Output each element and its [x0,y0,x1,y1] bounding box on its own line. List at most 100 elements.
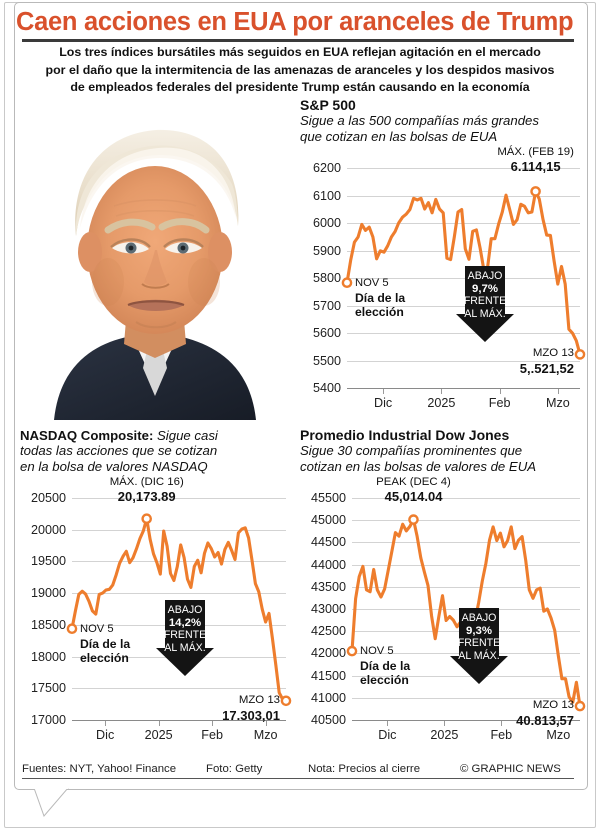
series-line-nasdaq [66,513,292,707]
y-axis-tick-label: 5700 [312,298,341,313]
y-axis-tick-label: 18500 [30,617,66,632]
y-axis-tick-label: 5400 [312,381,341,395]
y-axis-tick-label: 5500 [312,353,341,368]
x-axis-line [72,720,286,722]
gridline [347,305,580,307]
x-axis-tick-label: Mzo [253,728,278,742]
y-axis-tick-label: 45500 [310,491,346,505]
x-axis-tick [383,389,385,394]
x-axis-tick [499,389,501,394]
down-arrow-icon [156,600,214,676]
y-axis-tick-label: 19000 [30,586,66,601]
gridline [72,688,286,690]
down-arrow-callout: ABAJO 9,3% FRENTE AL MÁX. [450,608,508,684]
start-marker [341,277,353,288]
plot-area-nasdaq: 20500 20000 19500 19000 18500 18000 17500 17000… [20,476,292,750]
x-axis-tick-label: Dic [374,396,393,410]
gridline [72,529,286,531]
y-axis-tick-label: 20500 [30,491,66,505]
peak-value: 6.114,15 [510,159,561,174]
start-caption-line-1: Día de la [80,636,131,651]
x-axis-tick-label: Mzo [545,396,570,410]
gridline [347,333,580,334]
end-value: 40.813,57 [516,713,574,729]
callout-line-4: AL MÁX. [464,307,506,320]
footer-photo-credit: Foto: Getty [206,763,263,775]
end-marker [574,700,586,712]
standfirst-line-1: Los tres índices bursátiles más seguidos… [59,45,541,59]
gridline [347,168,580,169]
x-axis-line [352,720,580,722]
x-axis-tick [212,721,214,726]
down-arrow-icon [450,608,508,684]
y-axis-tick-label: 17500 [30,681,66,696]
y-axis-tick-label: 44000 [310,557,346,572]
standfirst-line-3: de empleados federales del presidente Tr… [70,80,530,94]
end-date-label: MZO 13 [532,347,574,360]
y-axis-tick-label: 6100 [312,188,341,203]
y-axis-tick-label: 41500 [310,668,346,683]
callout-pct: 9,3% [466,624,492,637]
start-date-label: NOV 5 [355,276,389,289]
start-caption-line-1: Día de la [360,659,411,674]
gridline [347,360,580,362]
gridline [352,586,580,588]
x-axis-line [347,388,580,390]
y-axis-tick-label: 5900 [312,243,341,258]
callout-line-1: ABAJO [467,270,503,282]
start-caption-line-2: elección [355,304,404,319]
y-axis-tick-label: 44500 [310,535,346,550]
plot-area-sp500: 6200 6100 6000 5900 5800 5700 5600 5500 5400 Dic 2… [300,146,586,418]
chart-subtitle-sp500-line-2: que cotizan en las bolsas de EUA [300,128,498,144]
y-axis-tick-label: 42500 [310,624,346,639]
start-caption-line-2: elección [360,673,409,688]
gridline [352,498,580,499]
start-marker [346,645,358,657]
end-date-label: MZO 13 [532,699,574,712]
gridline [72,498,286,499]
chart-subtitle-sp500-line-1: Sigue a las 500 compañías más grandes [300,113,539,129]
footer-note: Nota: Precios al cierre [308,763,421,775]
y-axis-tick-label: 43500 [310,579,346,594]
peak-marker [141,513,152,525]
series-line-sp500 [341,186,586,360]
plot-area-dow: 45500 45000 44500 44000 43500 43000 42500 42000… [300,476,586,750]
y-axis-tick-label: 5800 [312,271,341,285]
gridline [347,250,580,252]
y-axis-tick-label: 5600 [312,326,341,340]
x-axis-tick-label: Dic [96,728,115,742]
x-axis-tick-label: 2025 [427,396,456,410]
start-caption-line-2: elección [80,650,129,665]
chart-subtitle-dow-line-2: cotizan en las bolsas de valores de EUA [300,458,537,474]
x-axis-tick-label: Feb [490,728,513,742]
end-marker [280,695,292,707]
gridline [352,542,580,544]
peak-value: 45,014.04 [384,489,443,504]
x-axis-tick-label: 2025 [144,728,173,742]
callout-pct: 9,7% [472,282,498,295]
x-axis-tick [158,721,160,726]
speech-bubble-tail [34,788,76,818]
chart-title-sp500: S&P 500 [300,97,356,113]
y-axis-tick-label: 17000 [30,713,66,727]
x-axis-tick [441,389,443,394]
title-divider [22,39,574,42]
chart-nasdaq: NASDAQ Composite: Sigue casi todas las a… [20,428,300,758]
y-axis-tick-label: 6000 [312,216,341,230]
callout-pct: 14,2% [168,616,202,629]
start-date-label: NOV 5 [80,622,114,635]
end-marker [574,349,586,360]
x-axis-tick [105,721,107,726]
footer-copyright: © GRAPHIC NEWS [460,763,561,775]
x-axis-tick [558,721,560,726]
peak-label: MÁX. (FEB 19) [497,146,574,158]
y-axis-tick-label: 41000 [310,690,346,705]
start-marker [66,623,78,634]
chart-sp500: S&P 500 Sigue a las 500 compañías más gr… [300,97,590,418]
down-arrow-callout: ABAJO 9,7% FRENTE AL MÁX. [456,266,514,342]
gridline [347,278,580,279]
x-axis-tick-label: 2025 [430,728,459,742]
callout-line-3: FRENTE [163,629,207,642]
peak-label: MÁX. (DIC 16) [109,476,184,488]
